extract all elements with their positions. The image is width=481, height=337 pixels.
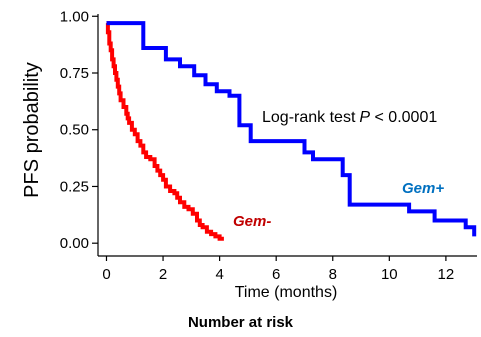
y-tick-label: 1.00 [60,8,89,25]
survival-curves [105,21,477,241]
y-axis-label: PFS probability [21,62,43,198]
x-tick-label: 4 [215,266,223,283]
series-label-gem-plus: Gem+ [402,180,444,197]
x-tick-label: 12 [438,266,455,283]
number-at-risk-title: Number at risk [187,314,294,331]
survival-curve-gem-plus [106,21,477,237]
x-tick-label: 0 [102,266,110,283]
y-tick-labels: 0.00 0.25 0.50 0.75 1.00 [60,8,89,252]
y-tick-label: 0.75 [60,65,89,82]
annotation-p-symbol: P [359,109,370,126]
log-rank-annotation: Log-rank test P < 0.0001 [262,109,437,126]
plot-axes [92,14,477,261]
survival-curve-gem-minus [105,21,224,241]
x-tick-label: 10 [381,266,398,283]
annotation-p-value: < 0.0001 [370,109,437,126]
x-tick-label: 8 [329,266,337,283]
x-axis-label: Time (months) [235,284,338,301]
y-tick-label: 0.00 [60,235,89,252]
x-tick-label: 2 [159,266,167,283]
x-tick-labels: 0 2 4 6 8 10 12 [102,266,454,283]
annotation-text: Log-rank test [262,109,356,126]
series-label-gem-minus: Gem- [233,213,271,230]
x-tick-label: 6 [272,266,280,283]
y-tick-label: 0.50 [60,122,89,139]
y-tick-label: 0.25 [60,178,89,195]
